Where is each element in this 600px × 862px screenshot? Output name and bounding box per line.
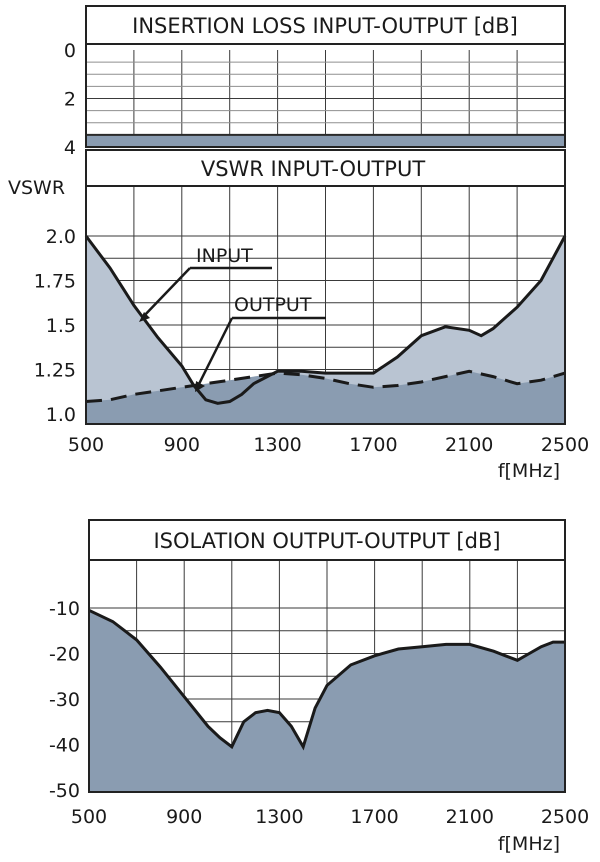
isolation-chart: ISOLATION OUTPUT-OUTPUT [dB] -10 -20 -30 -4… bbox=[49, 519, 589, 855]
chart2-title: VSWR INPUT-OUTPUT bbox=[201, 157, 425, 181]
chart2-title-box bbox=[85, 149, 566, 187]
chart3-x-axis-label: f[MHz] bbox=[498, 833, 560, 855]
insertion-loss-chart: INSERTION LOSS INPUT-OUTPUT [dB] 0 2 4 bbox=[64, 5, 566, 159]
chart2-y-tick-label: 1.5 bbox=[46, 315, 76, 337]
chart3-x-tick-label: 500 bbox=[71, 806, 107, 828]
output-annotation-leader bbox=[196, 317, 234, 387]
chart2-x-axis-label: f[MHz] bbox=[498, 460, 560, 482]
chart2-x-ticks: 500 900 1300 1700 2100 2500 bbox=[68, 434, 589, 456]
chart1-y-tick-label: 2 bbox=[64, 89, 76, 111]
chart3-title-box bbox=[88, 519, 566, 561]
chart3-frame bbox=[88, 519, 566, 793]
chart3-x-tick-label: 2500 bbox=[541, 806, 589, 828]
chart1-frame bbox=[85, 5, 566, 148]
chart1-title: INSERTION LOSS INPUT-OUTPUT [dB] bbox=[132, 14, 518, 38]
chart2-x-tick-label: 900 bbox=[164, 434, 200, 456]
chart2-x-tick-label: 2500 bbox=[541, 434, 589, 456]
chart3-y-tick-label: -50 bbox=[49, 780, 80, 802]
chart3-x-tick-label: 900 bbox=[166, 806, 202, 828]
chart2-y-tick-label: 1.25 bbox=[34, 360, 76, 382]
insertion-loss-band bbox=[86, 134, 565, 147]
chart2-frame bbox=[85, 149, 566, 425]
input-annotation-label: INPUT bbox=[196, 245, 253, 267]
chart3-x-tick-label: 1700 bbox=[350, 806, 398, 828]
input-annotation: INPUT bbox=[139, 245, 272, 322]
chart3-x-ticks: 500 900 1300 1700 2100 2500 bbox=[71, 806, 589, 828]
output-series-area bbox=[86, 371, 565, 424]
chart1-y-tick-label: 0 bbox=[64, 40, 76, 62]
output-arrowhead bbox=[195, 381, 205, 392]
chart2-x-tick-label: 1700 bbox=[349, 434, 397, 456]
chart1-y-tick-label: 4 bbox=[64, 137, 76, 159]
chart2-x-tick-label: 1300 bbox=[253, 434, 301, 456]
chart1-y-ticks: 0 2 4 bbox=[64, 40, 76, 159]
chart3-y-tick-label: -40 bbox=[49, 735, 80, 757]
chart3-x-tick-label: 2100 bbox=[446, 806, 494, 828]
output-annotation-label: OUTPUT bbox=[234, 294, 312, 316]
chart3-y-tick-label: -10 bbox=[49, 598, 80, 620]
vswr-chart: VSWR INPUT-OUTPUT VSWR 2.0 1.75 1.5 1.25 1.0… bbox=[8, 149, 589, 482]
input-annotation-leader bbox=[141, 267, 191, 319]
chart2-x-tick-label: 2100 bbox=[445, 434, 493, 456]
output-series-line bbox=[85, 369, 566, 403]
chart2-y-ticks: 2.0 1.75 1.5 1.25 1.0 bbox=[34, 226, 76, 426]
output-annotation: OUTPUT bbox=[195, 294, 326, 392]
chart2-y-tick-label: 1.0 bbox=[46, 404, 76, 426]
chart2-x-tick-label: 500 bbox=[68, 434, 104, 456]
chart3-x-tick-label: 1300 bbox=[255, 806, 303, 828]
isolation-series-area bbox=[89, 610, 565, 792]
chart3-y-tick-label: -30 bbox=[49, 689, 80, 711]
isolation-series-line bbox=[88, 608, 565, 751]
chart3-y-ticks: -10 -20 -30 -40 -50 bbox=[49, 598, 80, 802]
input-arrowhead bbox=[139, 312, 150, 322]
chart3-title: ISOLATION OUTPUT-OUTPUT [dB] bbox=[153, 529, 500, 553]
chart2-y-tick-label: 2.0 bbox=[46, 226, 76, 248]
chart3-y-tick-label: -20 bbox=[49, 644, 80, 666]
input-series-line bbox=[84, 235, 567, 405]
chart2-y-axis-label: VSWR bbox=[8, 177, 65, 199]
chart2-y-tick-label: 1.75 bbox=[34, 271, 76, 293]
